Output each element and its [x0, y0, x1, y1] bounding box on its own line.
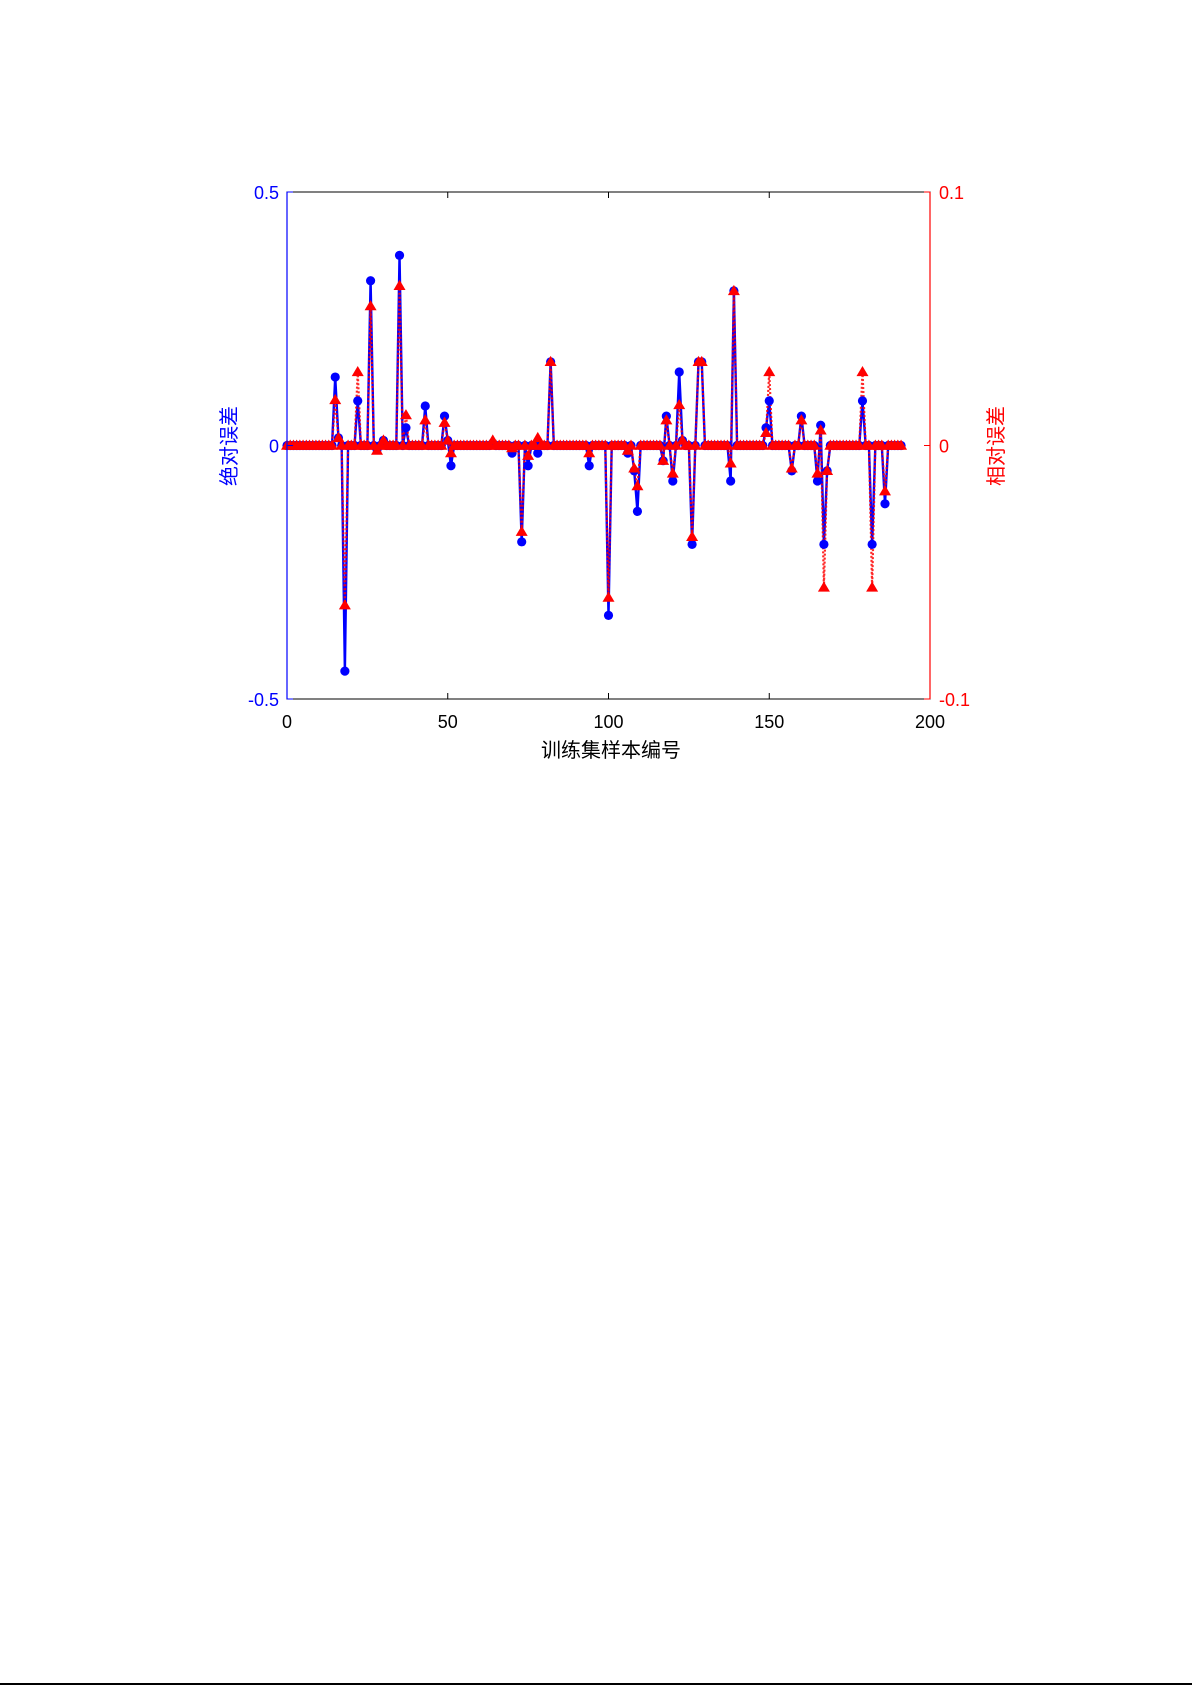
rel-point	[438, 416, 451, 427]
rel-point	[795, 414, 808, 425]
rel-point	[583, 447, 596, 458]
rel-point	[625, 439, 638, 450]
abs-point	[632, 506, 643, 517]
abs-point	[880, 499, 890, 509]
rel-point	[763, 365, 776, 377]
right-axis-label: 相对误差	[985, 406, 1008, 486]
abs-point	[353, 396, 363, 406]
rel-point	[660, 414, 673, 425]
rel-point	[393, 279, 406, 290]
abs-point	[867, 539, 877, 549]
rel-point	[856, 365, 869, 377]
plot-area	[281, 250, 908, 676]
page-bottom-rule	[0, 1683, 1192, 1685]
abs-point	[812, 476, 823, 486]
rel-point	[727, 284, 740, 296]
rel-point	[895, 439, 908, 450]
rel-point	[419, 414, 432, 425]
abs-point	[857, 396, 868, 406]
abs-point	[517, 537, 527, 547]
series-line-absolute	[287, 254, 902, 673]
rel-point	[760, 426, 773, 438]
abs-point	[439, 411, 450, 421]
abs-point	[365, 276, 376, 286]
abs-point	[668, 476, 678, 486]
rel-point	[808, 439, 821, 450]
abs-point	[819, 539, 829, 549]
x-tick-label: 50	[438, 712, 458, 732]
x-tick-label: 100	[593, 712, 623, 732]
rel-point	[338, 599, 351, 610]
rel-point	[673, 398, 686, 410]
rel-point	[602, 591, 615, 602]
y-left-tick-label: -0.5	[248, 690, 279, 710]
y-left-tick-label: 0.5	[254, 183, 279, 203]
abs-point	[523, 461, 533, 471]
x-tick-label: 0	[282, 712, 292, 732]
rel-point	[814, 424, 827, 435]
rel-point	[866, 581, 879, 592]
rel-point	[326, 439, 339, 450]
rel-point	[811, 467, 824, 478]
rel-point	[544, 355, 557, 367]
rel-point	[724, 457, 737, 468]
rel-point	[522, 449, 535, 460]
y-right-tick-label: 0	[939, 437, 949, 457]
rel-point	[364, 300, 377, 311]
abs-point	[584, 461, 594, 471]
abs-point	[330, 372, 340, 382]
y-right-tick-label: -0.1	[939, 690, 970, 710]
x-axis-label: 训练集样本编号	[541, 739, 681, 762]
rel-point	[686, 530, 699, 541]
rel-point	[878, 485, 891, 496]
rel-point	[695, 355, 708, 367]
abs-point	[420, 401, 430, 411]
abs-point	[533, 448, 543, 458]
abs-point	[340, 666, 350, 676]
rel-point	[756, 439, 769, 450]
rel-point	[657, 454, 670, 465]
rel-point	[785, 462, 798, 473]
rel-point	[399, 409, 412, 420]
y-right-tick-label: 0.1	[939, 183, 964, 203]
y-left-tick-label: 0	[269, 437, 279, 457]
abs-point	[394, 250, 405, 260]
rel-point	[531, 431, 544, 443]
rel-point	[515, 525, 528, 536]
x-tick-label: 200	[915, 712, 945, 732]
rel-point	[670, 439, 683, 450]
rel-point	[689, 439, 702, 450]
rel-point	[666, 467, 679, 478]
rel-point	[351, 365, 364, 377]
abs-point	[726, 476, 736, 486]
rel-point	[721, 439, 734, 450]
abs-point	[674, 367, 684, 377]
abs-point	[401, 423, 411, 433]
rel-point	[821, 464, 834, 476]
rel-point	[435, 439, 448, 450]
rel-point	[631, 480, 644, 491]
left-axis-label: 绝对误差	[218, 406, 241, 486]
abs-point	[446, 461, 456, 471]
rel-point	[441, 434, 454, 445]
rel-point	[653, 439, 666, 450]
rel-point	[817, 581, 830, 592]
abs-point	[687, 539, 697, 549]
rel-point	[329, 393, 342, 405]
x-tick-label: 150	[754, 712, 784, 732]
ticks: 0 50 100 150 200-0.500.5-0.100.1	[248, 183, 970, 732]
abs-point	[764, 396, 774, 406]
rel-point	[332, 431, 345, 443]
abs-point	[603, 610, 614, 620]
rel-point	[444, 447, 457, 458]
rel-point	[628, 462, 641, 473]
